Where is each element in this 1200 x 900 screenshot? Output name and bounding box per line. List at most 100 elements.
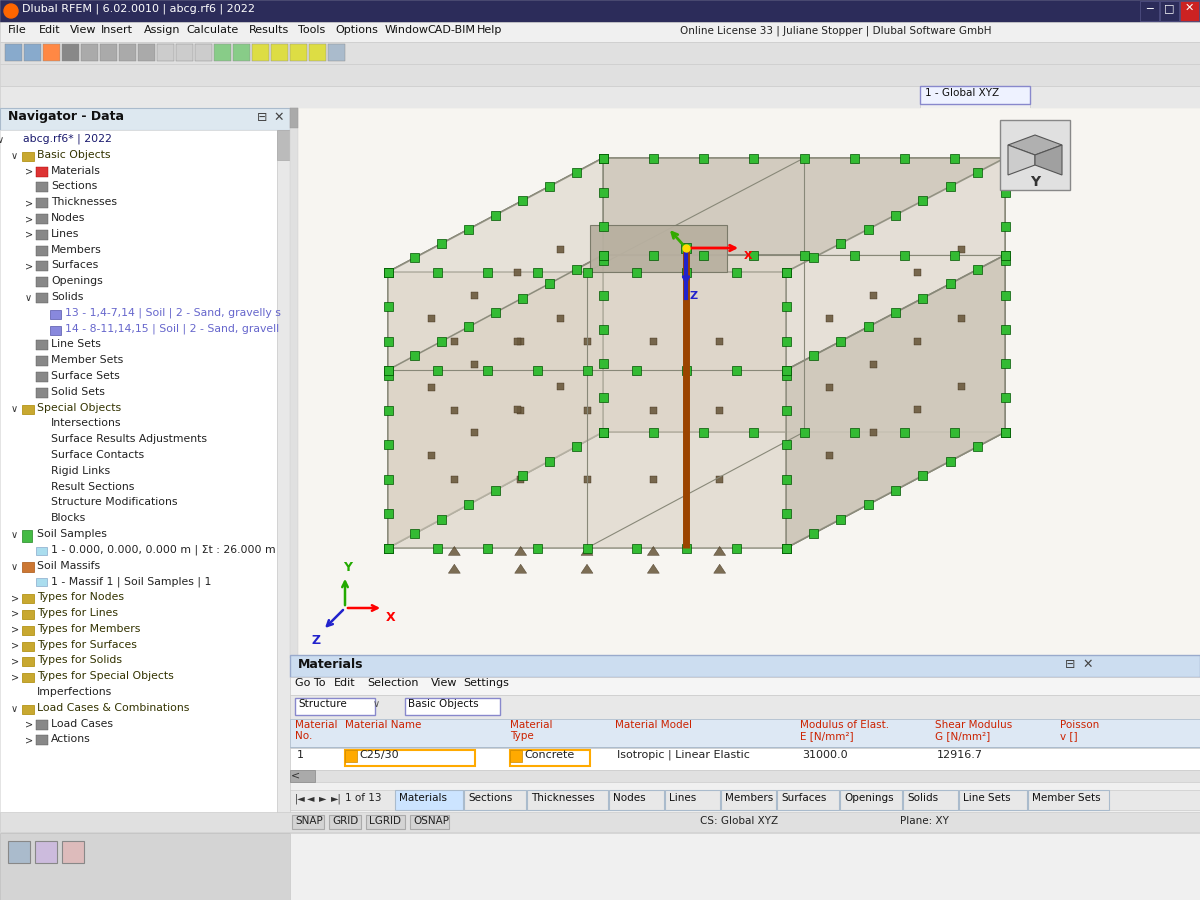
Bar — [510, 750, 590, 766]
Bar — [1001, 222, 1009, 231]
Text: Types for Nodes: Types for Nodes — [37, 592, 124, 602]
Bar — [384, 337, 392, 346]
Text: 1 - Global XYZ: 1 - Global XYZ — [925, 88, 1000, 98]
Text: Plane: XY: Plane: XY — [900, 816, 949, 826]
Bar — [649, 428, 658, 436]
Bar — [557, 383, 564, 390]
Polygon shape — [449, 564, 461, 573]
Text: Thicknesses: Thicknesses — [50, 197, 118, 207]
Bar — [781, 302, 791, 311]
Bar — [836, 515, 845, 524]
Bar — [900, 250, 910, 259]
Bar — [290, 655, 1200, 677]
Polygon shape — [515, 564, 527, 573]
Bar — [781, 509, 791, 518]
Bar — [632, 267, 641, 276]
Bar — [781, 267, 791, 276]
Text: Solids: Solids — [50, 292, 83, 302]
Bar — [918, 196, 928, 205]
Bar — [437, 515, 446, 524]
Bar — [36, 356, 48, 366]
Bar — [716, 475, 724, 482]
Text: ►: ► — [319, 793, 326, 803]
Text: Lines: Lines — [670, 793, 696, 803]
Text: Lines: Lines — [50, 229, 79, 238]
Bar — [384, 267, 392, 276]
Text: Surface Contacts: Surface Contacts — [50, 450, 144, 460]
Text: Sections: Sections — [50, 182, 97, 192]
Bar — [545, 279, 553, 288]
Text: Surface Sets: Surface Sets — [50, 371, 120, 381]
Text: Z: Z — [689, 291, 697, 301]
Bar — [632, 365, 641, 374]
Text: Calculate: Calculate — [187, 25, 239, 35]
Text: Modulus of Elast.: Modulus of Elast. — [800, 720, 889, 730]
Bar — [433, 544, 443, 553]
Bar — [1180, 1, 1199, 21]
Bar — [557, 314, 564, 321]
Bar — [900, 154, 910, 163]
Bar — [0, 108, 290, 130]
Bar — [410, 815, 449, 829]
Bar — [781, 267, 791, 276]
Bar — [904, 790, 958, 810]
Bar — [36, 277, 48, 287]
Bar — [571, 442, 581, 451]
Bar — [290, 770, 1200, 782]
Text: >: > — [25, 720, 34, 730]
Text: Line Sets: Line Sets — [964, 793, 1010, 803]
Text: Results: Results — [248, 25, 289, 35]
Bar — [50, 310, 61, 319]
Bar — [850, 154, 859, 163]
Bar — [650, 407, 656, 413]
Bar — [781, 544, 791, 553]
Text: ⊟: ⊟ — [257, 111, 268, 124]
Text: >: > — [11, 593, 19, 603]
Bar — [749, 428, 758, 436]
Bar — [437, 337, 446, 346]
Polygon shape — [515, 546, 527, 555]
Bar — [1001, 250, 1009, 259]
Bar — [0, 64, 1200, 86]
Polygon shape — [388, 158, 604, 548]
Text: ∨: ∨ — [11, 530, 18, 540]
Bar — [1030, 86, 1200, 108]
Text: ∨: ∨ — [11, 704, 18, 714]
Bar — [384, 474, 392, 483]
Text: Materials: Materials — [298, 658, 364, 671]
Bar — [482, 267, 492, 276]
Text: Poisson: Poisson — [1060, 720, 1099, 730]
Text: Material: Material — [510, 720, 552, 730]
Bar — [518, 471, 527, 480]
Bar — [384, 371, 392, 380]
Bar — [632, 544, 641, 553]
Bar — [599, 154, 607, 163]
Text: Types for Surfaces: Types for Surfaces — [37, 640, 137, 650]
Text: >: > — [11, 609, 19, 619]
Bar — [470, 292, 478, 299]
Bar — [864, 500, 872, 509]
Bar — [781, 544, 791, 553]
Bar — [583, 407, 590, 413]
Bar — [62, 44, 79, 61]
Polygon shape — [388, 272, 786, 548]
Bar — [406, 698, 500, 715]
Bar — [517, 338, 524, 345]
Text: File: File — [8, 25, 26, 35]
Bar — [827, 315, 833, 321]
Bar — [1001, 291, 1009, 300]
Bar — [290, 108, 1200, 658]
Polygon shape — [388, 158, 1006, 272]
Text: ∨: ∨ — [0, 135, 4, 145]
Bar — [233, 44, 250, 61]
Bar — [946, 182, 955, 191]
Bar — [890, 211, 900, 220]
Polygon shape — [786, 158, 1006, 370]
Bar — [781, 544, 791, 553]
Bar — [22, 642, 34, 651]
Text: Member Sets: Member Sets — [1032, 793, 1100, 803]
Text: Member Sets: Member Sets — [50, 356, 124, 365]
Text: 1: 1 — [298, 750, 304, 760]
Bar — [22, 594, 34, 603]
Bar — [864, 225, 872, 234]
